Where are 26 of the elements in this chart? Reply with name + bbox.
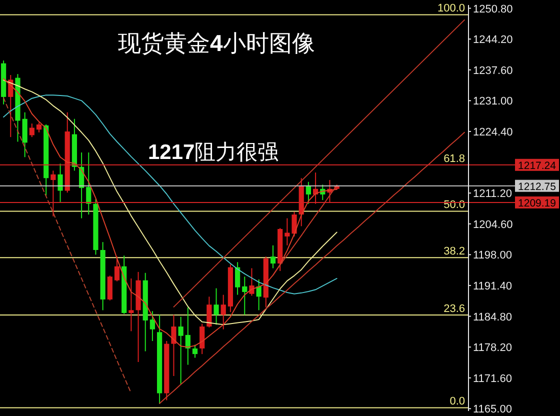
y-tick-label: 1171.60 [473, 372, 512, 385]
annotation: 61.8 [444, 152, 465, 165]
y-tick-label: 1178.20 [473, 342, 512, 354]
ref-line-label: 1217.24 [518, 160, 556, 172]
price-box: 1217.24 [515, 158, 559, 172]
price-box: 1212.75 [515, 180, 559, 193]
ref-line-label: 1209.19 [518, 197, 556, 210]
y-tick-label: 1191.40 [473, 280, 512, 292]
ref-line-label: 1212.75 [518, 180, 556, 193]
y-tick-label: 1198.00 [473, 250, 512, 262]
ref-line-label: 38.2 [444, 246, 465, 258]
price-box: 1209.19 [515, 196, 559, 210]
y-tick-label: 1211.20 [473, 188, 512, 200]
y-tick-label: 1231.00 [473, 96, 513, 108]
ref-line-label: 0.0 [450, 396, 465, 408]
y-tick-label: 1237.60 [473, 64, 513, 77]
ref-line-label: 23.6 [444, 302, 465, 315]
y-tick-label: 1165.00 [473, 404, 512, 416]
y-tick-label: 1224.40 [473, 126, 513, 138]
y-tick-label: 1250.80 [473, 3, 513, 16]
ref-line-label: 100.0 [437, 2, 465, 15]
text: 现货黄金4小时图像 [118, 30, 315, 56]
y-tick-label: 1244.20 [473, 34, 513, 46]
annotation: 1217阻力很强 [148, 140, 279, 164]
y-tick-label: 1184.80 [473, 311, 512, 324]
y-tick-label: 1204.60 [473, 218, 513, 231]
